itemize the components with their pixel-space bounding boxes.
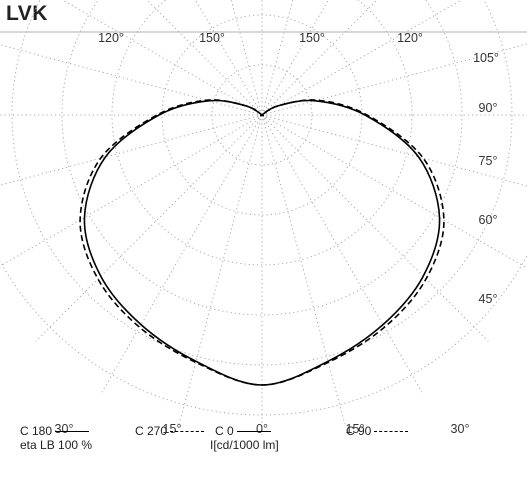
angle-label-bottom-5: 30° — [451, 422, 470, 436]
grid-radial-225 — [146, 0, 263, 116]
grid-ring-3 — [111, 0, 413, 266]
angle-label-right-5: 45° — [479, 292, 498, 306]
angle-labels: 120° 150° 150° 120° 105° 90° 75° 60° 45° 30° 15° 0°… — [55, 31, 499, 436]
legend-c90: C 90 — [346, 424, 409, 438]
grid-ring-6 — [0, 254, 527, 416]
grid-radial-150 — [261, 0, 329, 116]
legend-c180: C 180 eta LB 100 % — [20, 424, 92, 452]
grid-radial-60 — [261, 114, 527, 269]
grid-radial-210 — [195, 0, 263, 116]
legend-c270: C 270 — [135, 424, 205, 438]
grid-radial-105 — [261, 43, 527, 116]
grid-radial-330 — [101, 114, 263, 393]
legend-c180-label: C 180 — [20, 424, 53, 438]
legend-unit-label: I[cd/1000 lm] — [210, 438, 279, 452]
legend-c270-label: C 270 — [135, 424, 168, 438]
angle-label-top-3: 150° — [299, 31, 325, 45]
grid-ring-2 — [161, 14, 363, 216]
grid-ring-1 — [211, 64, 313, 166]
legend-c90-label: C 90 — [346, 424, 372, 438]
grid-radial-120 — [261, 0, 463, 116]
angle-label-top-2: 150° — [199, 31, 225, 45]
angle-label-right-2: 90° — [479, 101, 498, 115]
angle-label-top-1: 120° — [98, 31, 124, 45]
legend-c270-dashed-line — [170, 430, 205, 432]
legend-eta-label: eta LB 100 % — [20, 438, 93, 452]
polar-grid — [0, 0, 527, 435]
angle-label-right-1: 105° — [473, 51, 499, 65]
grid-radial-45 — [261, 114, 489, 342]
title-divider — [0, 31, 527, 33]
series-c90-c270-curve — [79, 99, 445, 386]
grid-radial-240 — [61, 0, 263, 116]
grid-ring-5 — [11, 0, 513, 366]
angle-label-bottom-1: 30° — [55, 422, 74, 436]
grid-radial-285 — [0, 114, 263, 186]
angle-label-bottom-3: 0° — [256, 422, 268, 436]
grid-radial-300 — [0, 114, 263, 267]
grid-radial-315 — [35, 114, 263, 342]
grid-ring-4 — [61, 0, 463, 316]
legend-c0: C 0 I[cd/1000 lm] — [210, 424, 279, 452]
legend-c0-solid-line — [236, 430, 271, 432]
grid-radial-75 — [261, 114, 527, 187]
grid-radial-255 — [0, 44, 263, 116]
angle-label-right-3: 75° — [479, 154, 498, 168]
angle-label-top-4: 120° — [397, 31, 423, 45]
grid-radial-195 — [230, 0, 263, 116]
angle-label-bottom-2: 15° — [163, 422, 182, 436]
grid-radial-345 — [178, 114, 263, 425]
intensity-curves — [79, 99, 445, 386]
legend-c180-solid-line — [55, 430, 90, 432]
grid-radial-165 — [261, 0, 294, 116]
chart-title: LVK — [6, 2, 48, 25]
legend-c90-dashed-line — [374, 430, 409, 432]
legend-c0-label: C 0 — [215, 424, 234, 438]
grid-radial-15 — [261, 114, 346, 425]
angle-label-right-4: 60° — [479, 213, 498, 227]
angle-label-bottom-4: 15° — [346, 422, 365, 436]
grid-radial-135 — [261, 0, 378, 116]
grid-radial-30 — [261, 114, 423, 393]
